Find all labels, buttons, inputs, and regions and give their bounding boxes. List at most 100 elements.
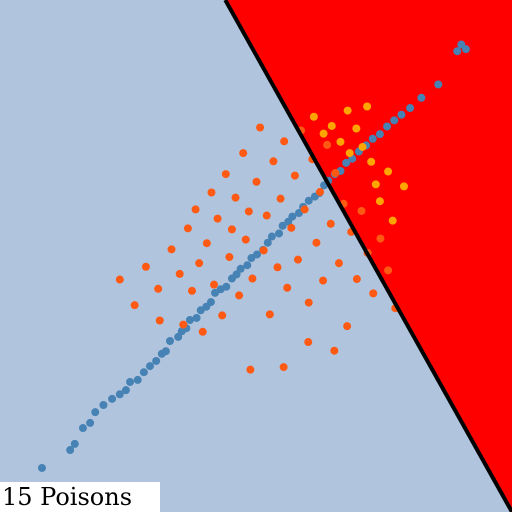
series-poisons (309, 102, 408, 225)
class-b-point (283, 283, 292, 292)
class-a-point (417, 93, 426, 102)
class-a-point (115, 390, 124, 399)
class-b-point (256, 123, 265, 132)
class-a-point (121, 386, 130, 395)
class-b-point (273, 263, 282, 272)
poisons-point (327, 121, 336, 130)
class-a-point (342, 158, 351, 167)
poison-count-label: 15 Poisons (0, 482, 160, 512)
class-a-point (390, 116, 399, 125)
class-b-point (276, 194, 285, 203)
class-b-point (218, 311, 227, 320)
class-b-point (357, 206, 366, 215)
class-b-point (312, 238, 321, 247)
class-b-point (248, 274, 257, 283)
class-b-point (175, 269, 184, 278)
class-b-point (304, 298, 313, 307)
class-b-point (331, 169, 340, 178)
poisons-point (388, 216, 397, 225)
class-a-point (383, 122, 392, 131)
class-b-point (213, 214, 222, 223)
class-b-point (207, 188, 216, 197)
class-a-point (165, 336, 174, 345)
decision-boundary-line (223, 0, 512, 512)
class-b-point (316, 188, 324, 196)
class-b-point (210, 280, 219, 289)
class-a-point (375, 130, 384, 139)
class-b-point (323, 140, 332, 149)
class-b-point (259, 246, 268, 255)
poisons-point (343, 106, 352, 115)
class-b-point (352, 275, 361, 284)
poisons-point (309, 112, 318, 121)
poisons-point (399, 182, 408, 191)
class-a-point (70, 439, 79, 448)
class-b-point (183, 224, 192, 233)
class-a-point (368, 134, 377, 143)
class-b-point (300, 205, 309, 214)
class-b-point (369, 289, 378, 298)
class-b-point (221, 170, 230, 179)
class-b-point (202, 239, 211, 248)
class-a-point (263, 238, 272, 247)
class-a-point (66, 446, 75, 455)
class-b-point (231, 193, 240, 202)
class-a-point (37, 463, 46, 472)
poisons-point (358, 142, 367, 151)
poisons-point (345, 149, 354, 158)
class-b-point (326, 219, 335, 228)
class-a-point (304, 196, 313, 205)
series-class-b (115, 123, 400, 374)
class-b-point (141, 262, 150, 271)
class-a-point (253, 250, 262, 259)
class-b-point (235, 291, 244, 300)
class-b-point (246, 365, 255, 374)
poisons-point (375, 197, 384, 206)
class-a-point (275, 229, 284, 238)
poisons-point (336, 137, 345, 146)
class-b-point (290, 171, 299, 180)
data-points (37, 40, 470, 472)
class-b-point (155, 316, 164, 325)
class-b-point (198, 327, 207, 336)
class-b-point (241, 235, 250, 244)
class-a-point (86, 418, 95, 427)
class-b-point (280, 137, 289, 146)
class-a-point (161, 347, 170, 356)
poisons-point (319, 129, 328, 138)
class-a-point (267, 232, 276, 241)
class-b-point (225, 253, 234, 262)
class-a-point (99, 400, 108, 409)
class-a-point (133, 375, 142, 384)
class-a-point (232, 270, 241, 279)
class-b-point (195, 259, 204, 268)
class-b-point (330, 346, 339, 355)
class-b-point (130, 301, 139, 310)
class-a-point (108, 394, 117, 403)
class-a-point (192, 313, 201, 322)
poisons-point (363, 102, 372, 111)
class-b-point (262, 211, 271, 220)
class-a-point (206, 298, 215, 307)
class-a-point (126, 377, 135, 386)
poisons-point (352, 124, 361, 133)
class-b-point (265, 310, 274, 319)
poisons-point (384, 167, 393, 176)
poisons-point (371, 180, 380, 189)
class-a-point (185, 316, 194, 324)
class-a-point (236, 264, 245, 273)
class-b-point (179, 320, 188, 329)
class-b-point (188, 286, 196, 295)
poisons-point (367, 157, 376, 166)
class-b-point (167, 245, 176, 254)
class-a-point (139, 368, 148, 377)
class-b-point (343, 322, 352, 331)
class-b-point (115, 275, 124, 284)
class-a-point (91, 408, 100, 417)
class-b-point (334, 259, 343, 268)
class-b-point (154, 284, 163, 293)
class-a-point (278, 221, 287, 230)
class-a-point (397, 110, 406, 119)
